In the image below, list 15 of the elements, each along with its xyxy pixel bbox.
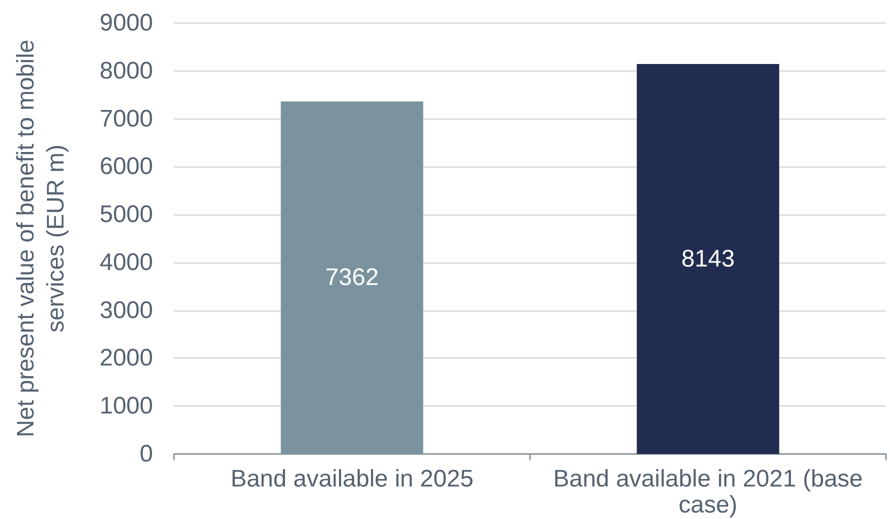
y-tick-label: 5000: [100, 201, 153, 228]
x-tick-label: Band available in 2021 (base case): [553, 466, 863, 518]
data-label: 7362: [325, 264, 379, 292]
data-label: 8143: [681, 246, 735, 273]
x-tick-label: Band available in 2025: [230, 466, 474, 492]
y-tick-label: 9000: [100, 10, 153, 36]
y-axis-title: Net present value of benefit to mobile services (EUR m): [12, 40, 70, 438]
y-tick-label: 3000: [100, 296, 153, 324]
y-tick-label: 8000: [100, 57, 153, 84]
y-tick-label: 7000: [100, 105, 153, 132]
y-tick-label: 4000: [100, 248, 153, 276]
y-tick-label: 6000: [100, 153, 153, 180]
y-tick-label: 1000: [100, 392, 153, 420]
y-tick-label: 2000: [100, 344, 153, 372]
y-tick-label: 0: [140, 440, 153, 468]
